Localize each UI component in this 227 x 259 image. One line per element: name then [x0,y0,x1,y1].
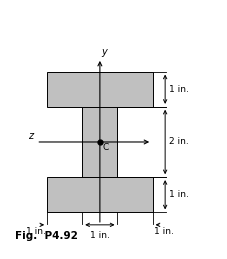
Bar [82,107,118,177]
Text: 1 in.: 1 in. [90,231,110,240]
Text: C: C [103,143,109,152]
Text: 1 in.: 1 in. [169,85,189,94]
Text: 1 in.: 1 in. [169,190,189,199]
Text: 1 in.: 1 in. [154,227,174,236]
Text: z: z [28,131,33,141]
Bar [47,177,153,212]
Text: 2 in.: 2 in. [169,138,189,147]
Text: Fig.  P4.92: Fig. P4.92 [15,231,78,241]
Text: 1 in.: 1 in. [26,227,45,236]
Bar [47,72,153,107]
Text: y: y [101,47,107,57]
